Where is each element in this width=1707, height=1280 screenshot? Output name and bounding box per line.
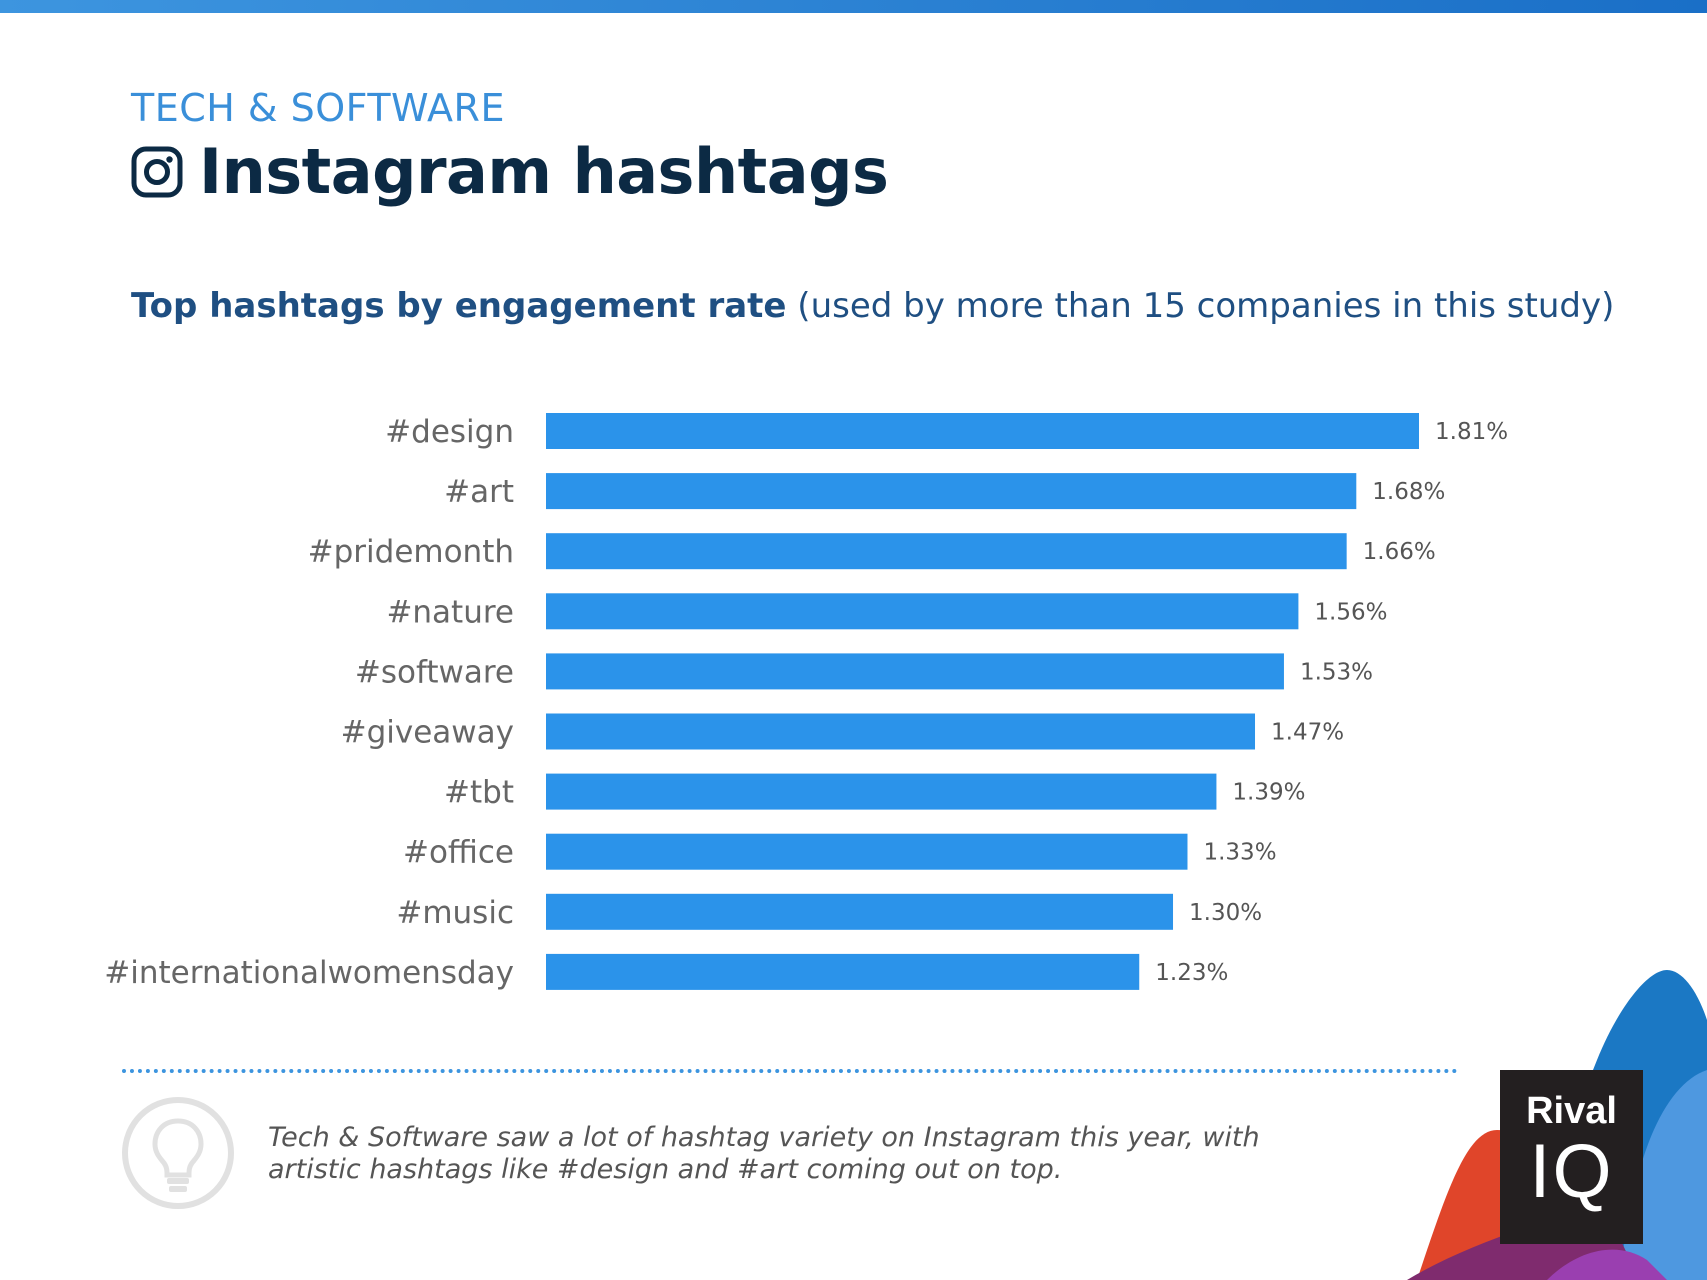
bar: [546, 893, 1174, 930]
lightbulb-icon: [122, 1097, 234, 1209]
bar: [546, 413, 1419, 449]
value-label: 1.53%: [1300, 659, 1373, 685]
subtitle-rest: (used by more than 15 companies in this …: [786, 286, 1615, 326]
logo-text-rival: Rival: [1526, 1090, 1617, 1132]
top-accent-bar: [0, 0, 1707, 13]
bar: [546, 653, 1284, 690]
value-label: 1.39%: [1232, 780, 1305, 806]
insight-text: Tech & Software saw a lot of hashtag var…: [268, 1122, 1260, 1185]
bar: [546, 533, 1347, 570]
value-label: 1.47%: [1271, 720, 1344, 746]
bar: [546, 773, 1217, 810]
chart-subtitle: Top hashtags by engagement rate (used by…: [131, 286, 1614, 326]
subtitle-bold: Top hashtags by engagement rate: [131, 286, 787, 326]
instagram-icon: [131, 146, 183, 197]
logo-text-iq: IQ: [1529, 1129, 1614, 1214]
bar-chart: #design 1.81% #art 1.68% #pridemonth 1.66% #na…: [104, 413, 1508, 991]
bar: [546, 953, 1140, 990]
category-label: TECH & SOFTWARE: [131, 86, 505, 130]
bar: [546, 713, 1256, 750]
value-label: 1.68%: [1372, 479, 1445, 505]
category-label: #giveaway: [341, 715, 514, 751]
category-label: #pridemonth: [308, 534, 514, 570]
page-title: Instagram hashtags: [199, 135, 889, 208]
category-label: #internationalwomensday: [104, 955, 514, 991]
category-label: #music: [396, 895, 514, 931]
category-label: #art: [444, 474, 514, 510]
category-label: #software: [355, 654, 514, 690]
title-row: Instagram hashtags: [131, 135, 889, 208]
bar: [546, 473, 1357, 510]
value-label: 1.23%: [1155, 960, 1228, 986]
category-label: #office: [403, 835, 514, 871]
value-label: 1.66%: [1363, 539, 1436, 565]
value-label: 1.56%: [1314, 599, 1387, 625]
rival-iq-logo: Rival IQ: [1500, 1070, 1643, 1244]
divider: [122, 1069, 1458, 1073]
value-label: 1.30%: [1189, 900, 1262, 926]
category-label: #nature: [386, 594, 514, 630]
category-label: #tbt: [444, 775, 514, 811]
bar: [546, 833, 1188, 870]
value-label: 1.33%: [1203, 840, 1276, 866]
category-label: #design: [385, 414, 514, 450]
bar: [546, 593, 1299, 630]
value-label: 1.81%: [1435, 419, 1508, 445]
